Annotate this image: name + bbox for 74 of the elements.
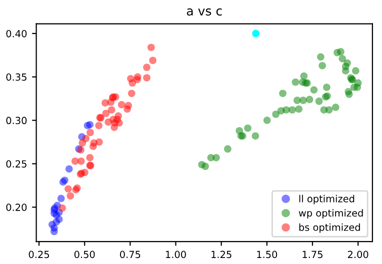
point — [149, 56, 156, 64]
x-tick-label: 2.00 — [348, 250, 368, 258]
point — [86, 154, 94, 162]
point — [147, 44, 155, 52]
chart-title: a vs c — [186, 8, 222, 16]
point — [96, 138, 103, 146]
point — [134, 76, 141, 84]
point — [77, 157, 85, 165]
point — [300, 96, 307, 104]
point — [252, 132, 260, 140]
point — [300, 72, 308, 80]
point — [317, 53, 324, 61]
point — [350, 84, 358, 92]
point — [143, 64, 150, 72]
point — [263, 116, 271, 124]
point — [342, 67, 350, 75]
point — [116, 119, 123, 127]
point — [127, 74, 134, 82]
point — [306, 96, 314, 104]
point — [64, 185, 72, 193]
point — [279, 90, 286, 98]
point — [344, 88, 352, 96]
point — [112, 93, 120, 101]
point — [82, 134, 90, 142]
point — [310, 86, 318, 94]
point — [295, 105, 302, 113]
point — [65, 165, 73, 173]
y-tick-label: 0.25 — [6, 160, 26, 168]
point — [81, 168, 88, 176]
y-tick-label: 0.40 — [6, 30, 27, 38]
point — [202, 162, 209, 170]
point — [108, 106, 116, 114]
x-tick-label: 0.50 — [74, 250, 95, 258]
legend-label: ll optimized — [299, 194, 354, 204]
point — [292, 78, 300, 86]
point — [252, 30, 260, 38]
point — [57, 194, 65, 202]
point — [124, 105, 131, 113]
point — [95, 122, 102, 130]
point — [315, 98, 323, 105]
point — [272, 110, 280, 118]
x-tick-label: 0.25 — [28, 250, 49, 258]
y-tick-label: 0.30 — [6, 116, 27, 124]
point — [143, 74, 150, 82]
y-tick-label: 0.35 — [6, 73, 26, 81]
point — [325, 106, 333, 114]
point — [55, 216, 63, 223]
point — [118, 101, 126, 108]
y-tick-label: 0.20 — [6, 204, 27, 211]
point — [128, 90, 136, 98]
x-tick-label: 1.25 — [212, 250, 232, 258]
legend-label: bs optimized — [299, 223, 360, 233]
point — [352, 67, 360, 75]
point — [86, 128, 94, 136]
point — [50, 228, 58, 236]
x-tick-label: 1.00 — [166, 250, 186, 258]
point — [323, 84, 330, 92]
point — [338, 54, 346, 62]
point — [332, 104, 340, 111]
point — [344, 59, 351, 67]
x-tick-label: 0.75 — [120, 250, 140, 258]
point — [337, 48, 344, 56]
point — [318, 62, 326, 70]
point — [288, 106, 296, 114]
x-tick-label: 1.75 — [302, 250, 322, 258]
point — [224, 145, 232, 153]
point — [58, 204, 66, 212]
legend-label: wp optimized — [298, 209, 363, 219]
point — [66, 192, 74, 200]
point — [102, 110, 110, 118]
point — [86, 120, 94, 128]
point — [244, 124, 252, 132]
x-tick-label: 1.50 — [257, 250, 278, 258]
point — [212, 154, 220, 162]
